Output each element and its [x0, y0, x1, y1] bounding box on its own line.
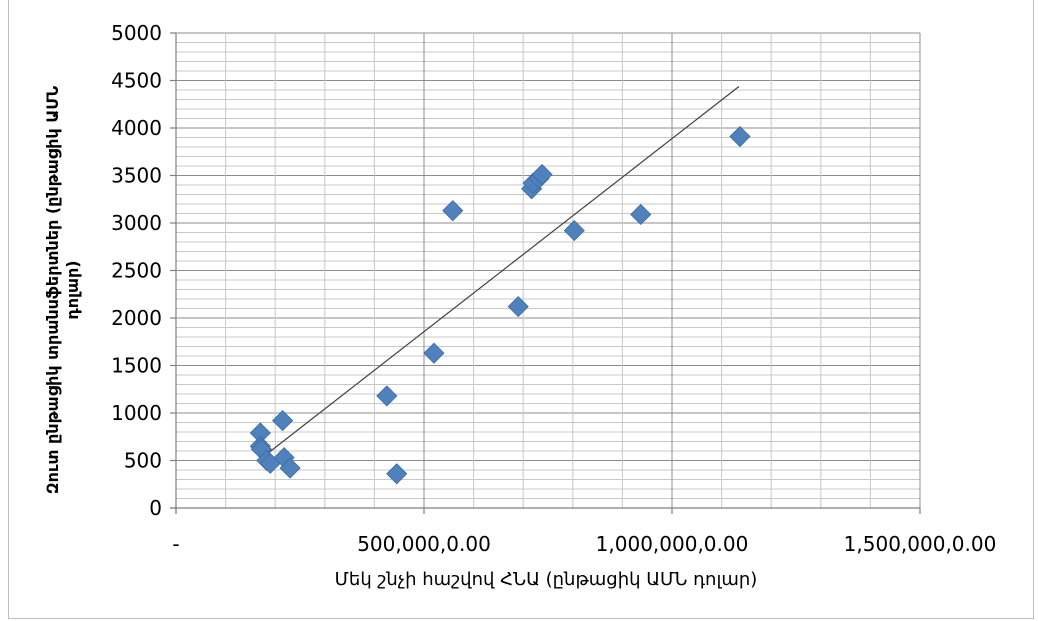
y-tick-label: 1500 — [111, 354, 162, 378]
x-tick-label: - — [172, 532, 179, 556]
y-tick-label: 0 — [149, 496, 162, 520]
data-point — [442, 200, 464, 222]
data-point — [279, 457, 301, 479]
x-tick-label: 1,500,000,0.00 — [844, 532, 997, 556]
grid-layer — [175, 32, 921, 509]
x-tick-label: 1,000,000,0.00 — [596, 532, 749, 556]
y-axis-title-line1: Զուտ ընթացիկ տրանսֆերտներ (ընթացիկ ԱՄՆ — [43, 85, 62, 494]
data-point — [630, 203, 652, 226]
data-point — [376, 385, 398, 407]
y-tick-label: 4500 — [111, 69, 162, 93]
axis-layer — [170, 32, 921, 514]
x-axis-title: Մեկ շնչի հաշվով ՀՆԱ (ընթացիկ ԱՄՆ դոլար) — [335, 569, 758, 590]
y-tick-label: 3000 — [111, 211, 162, 235]
y-tick-label: 500 — [124, 449, 162, 473]
tick-labels: 0 500 1000 1500 2000 2500 3000 3500 4000 4500 5000… — [111, 21, 996, 556]
y-tick-label: 1000 — [111, 401, 162, 425]
data-point — [507, 296, 529, 318]
y-tick-label: 2500 — [111, 259, 162, 283]
data-point — [272, 410, 294, 432]
data-point — [423, 342, 445, 364]
data-point — [386, 463, 408, 485]
data-point — [729, 125, 751, 148]
data-point — [531, 163, 553, 186]
trendline — [259, 86, 740, 460]
data-point — [563, 220, 585, 242]
y-tick-label: 4000 — [111, 116, 162, 140]
y-axis-title-group: Զուտ ընթացիկ տրանսֆերտներ (ընթացիկ ԱՄՆ դ… — [43, 85, 82, 494]
y-tick-label: 5000 — [111, 21, 162, 45]
chart-frame — [8, 0, 1034, 619]
trendline-layer — [259, 86, 740, 460]
y-tick-label: 3500 — [111, 164, 162, 188]
y-axis-title-line2: դոլար) — [63, 260, 82, 319]
y-tick-label: 2000 — [111, 306, 162, 330]
points-layer — [249, 125, 751, 485]
x-tick-label: 500,000,0.00 — [357, 532, 491, 556]
